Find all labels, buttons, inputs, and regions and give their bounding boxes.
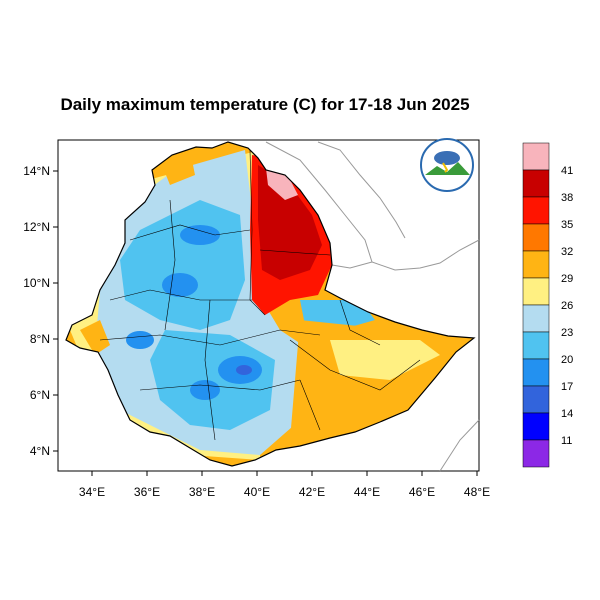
colorbar-swatch xyxy=(522,439,550,468)
x-tick-label: 36°E xyxy=(134,485,160,499)
map-title: Daily maximum temperature (C) for 17-18 … xyxy=(60,95,470,114)
colorbar-label: 23 xyxy=(561,327,573,339)
colorbar-swatch xyxy=(522,412,550,441)
x-tick-label: 34°E xyxy=(79,485,105,499)
y-tick-label: 8°N xyxy=(30,332,50,346)
y-axis: 14°N 12°N 10°N 8°N 6°N 4°N xyxy=(23,164,58,458)
colorbar-swatch xyxy=(522,331,550,360)
colorbar-swatch xyxy=(522,277,550,306)
y-tick-label: 4°N xyxy=(30,444,50,458)
colorbar-label: 26 xyxy=(561,300,573,312)
colorbar-label: 14 xyxy=(561,408,573,420)
x-tick-label: 46°E xyxy=(409,485,435,499)
colorbar-label: 38 xyxy=(561,192,573,204)
admin-boundaries xyxy=(99,149,421,441)
colorbar-label: 32 xyxy=(561,246,573,258)
y-tick-label: 12°N xyxy=(23,220,50,234)
x-axis: 34°E 36°E 38°E 40°E 42°E 44°E 46°E 48°E xyxy=(79,471,490,499)
colorbar-label: 35 xyxy=(561,219,573,231)
y-tick-label: 6°N xyxy=(30,388,50,402)
x-tick-label: 48°E xyxy=(464,485,490,499)
neighbor-borders xyxy=(265,141,480,472)
colorbar-swatch xyxy=(522,196,550,225)
colorbar-label: 41 xyxy=(561,165,573,177)
x-tick-label: 42°E xyxy=(299,485,325,499)
colorbar-swatch xyxy=(522,142,550,171)
colorbar: 41 38 35 32 29 26 23 20 17 14 11 xyxy=(522,142,573,468)
colorbar-label: 17 xyxy=(561,381,573,393)
ethiopian-meteorology-institute-logo xyxy=(420,138,474,192)
colorbar-label: 11 xyxy=(561,435,572,447)
colorbar-label: 29 xyxy=(561,273,573,285)
colorbar-swatch xyxy=(522,169,550,198)
x-tick-label: 38°E xyxy=(189,485,215,499)
ethiopia-border xyxy=(65,141,476,467)
x-tick-label: 44°E xyxy=(354,485,380,499)
y-tick-label: 14°N xyxy=(23,164,50,178)
x-tick-label: 40°E xyxy=(244,485,270,499)
colorbar-swatch xyxy=(522,385,550,414)
colorbar-label: 20 xyxy=(561,354,573,366)
colorbar-swatch xyxy=(522,304,550,333)
colorbar-swatch xyxy=(522,223,550,252)
colorbar-swatch xyxy=(522,358,550,387)
y-tick-label: 10°N xyxy=(23,276,50,290)
colorbar-swatch xyxy=(522,250,550,279)
